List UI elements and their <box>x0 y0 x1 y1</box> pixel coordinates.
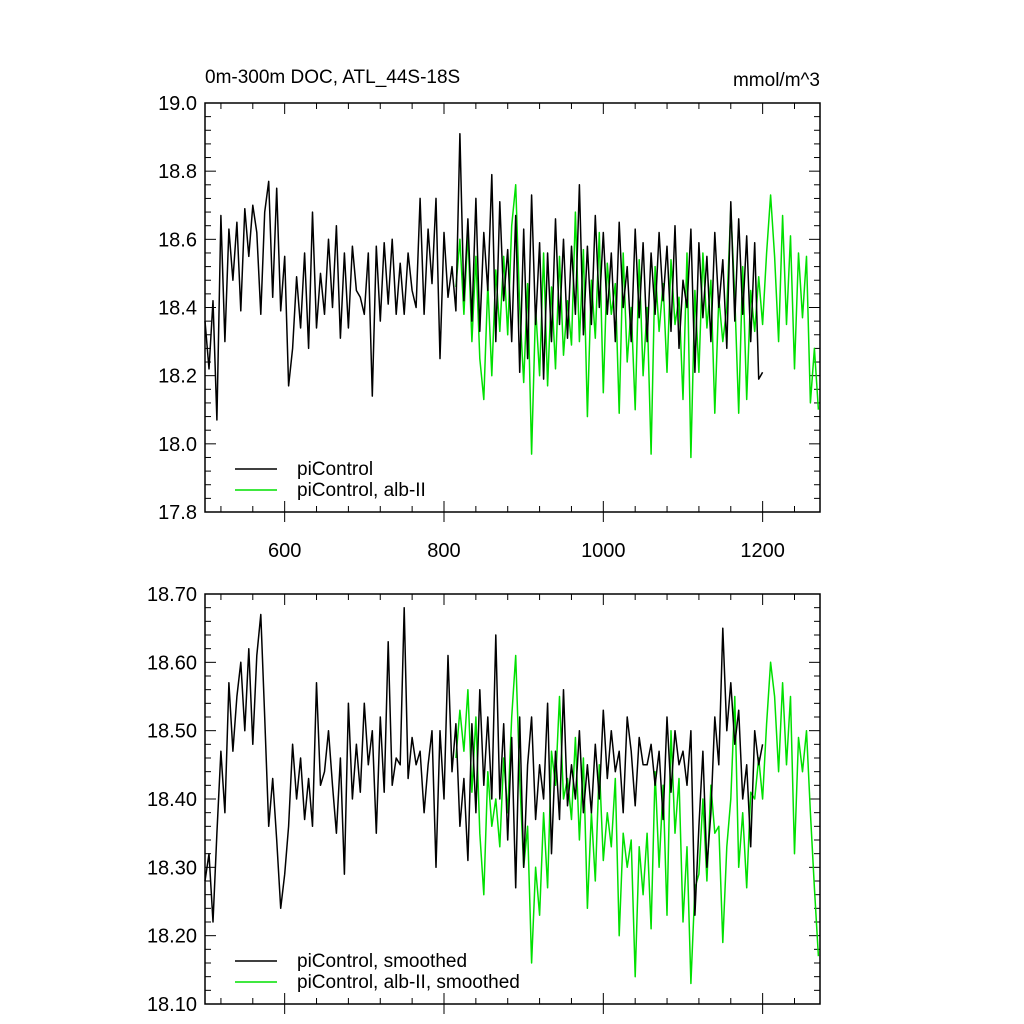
y-tick-label: 18.0 <box>158 434 197 456</box>
x-tick-label: 1000 <box>581 540 626 562</box>
y-tick-label: 18.30 <box>147 857 197 879</box>
legend-label-smoothed: piControl, smoothed <box>297 951 467 972</box>
y-tick-label: 18.6 <box>158 229 197 251</box>
y-tick-label: 18.50 <box>147 721 197 743</box>
bottom-plot-frame <box>204 593 821 1005</box>
bottom-y-tick-labels: 18.10 18.20 18.30 18.40 18.50 18.60 18.70 <box>147 584 197 1016</box>
x-tick-label: 1200 <box>740 540 785 562</box>
x-tick-label: 600 <box>268 540 301 562</box>
legend-label-picontrol: piControl <box>297 459 373 480</box>
top-x-tick-labels: 600 800 1000 1200 <box>268 540 785 562</box>
y-tick-label: 18.8 <box>158 161 197 183</box>
bottom-legend: piControl, smoothed piControl, alb-II, s… <box>235 951 520 993</box>
y-tick-label: 18.40 <box>147 789 197 811</box>
top-series-lines <box>204 132 820 459</box>
series-line-picontrol-alb-ii <box>455 184 820 459</box>
chart-title: 0m-300m DOC, ATL_44S-18S <box>205 67 460 88</box>
bottom-panel: 18.10 18.20 18.30 18.40 18.50 18.60 18.70 piCo… <box>147 584 821 1016</box>
bottom-series-lines <box>204 606 820 985</box>
y-tick-label: 18.10 <box>147 994 197 1016</box>
y-tick-label: 18.4 <box>158 298 197 320</box>
series-line-picontrol-smoothed <box>204 606 764 923</box>
y-tick-label: 18.20 <box>147 926 197 948</box>
y-tick-label: 19.0 <box>158 93 197 115</box>
series-line-picontrol <box>204 132 764 421</box>
legend-label-alb-ii-smoothed: piControl, alb-II, smoothed <box>297 972 520 993</box>
units-label: mmol/m^3 <box>733 70 820 91</box>
y-tick-label: 18.60 <box>147 652 197 674</box>
top-panel: 0m-300m DOC, ATL_44S-18S mmol/m^3 17.8 18… <box>158 67 821 562</box>
y-tick-label: 18.70 <box>147 584 197 606</box>
x-tick-label: 800 <box>427 540 460 562</box>
series-line-picontrol-alb-ii-smoothed <box>455 654 820 985</box>
y-tick-label: 17.8 <box>158 502 197 524</box>
y-tick-label: 18.2 <box>158 366 197 388</box>
bottom-axis-ticks <box>205 593 820 1014</box>
top-y-tick-labels: 17.8 18.0 18.2 18.4 18.6 18.8 19.0 <box>158 93 197 524</box>
legend-label-alb-ii: piControl, alb-II <box>297 480 426 501</box>
top-legend: piControl piControl, alb-II <box>235 459 426 501</box>
top-plot-frame <box>204 102 821 513</box>
